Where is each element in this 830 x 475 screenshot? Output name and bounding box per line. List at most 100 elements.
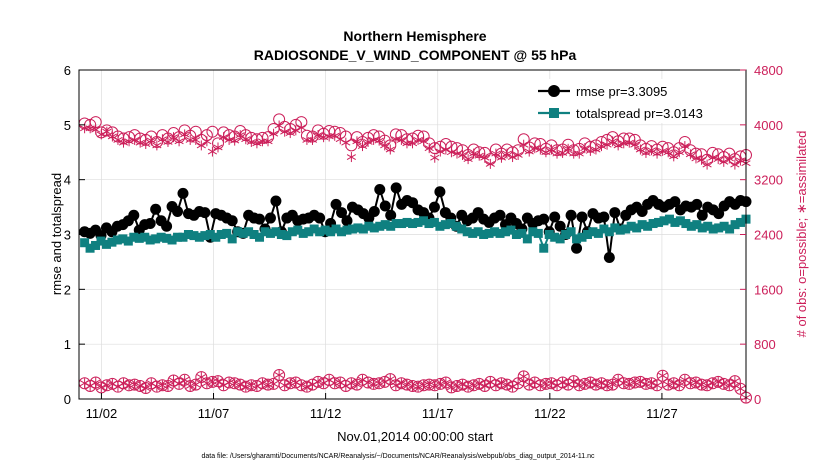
asterisk-stroke bbox=[196, 374, 206, 380]
obs-assimilated-point bbox=[152, 381, 162, 392]
obs-assimilated-point bbox=[546, 378, 557, 389]
x-tick-label: 11/02 bbox=[86, 406, 118, 421]
asterisk-stroke bbox=[491, 382, 501, 389]
asterisk-stroke bbox=[485, 378, 495, 385]
obs-assimilated-point bbox=[135, 137, 145, 148]
rmse-point bbox=[434, 186, 446, 198]
rmse-point bbox=[669, 196, 681, 208]
totalspread-point bbox=[162, 233, 172, 243]
obs-assimilated-point bbox=[452, 148, 462, 159]
rmse-point bbox=[571, 242, 583, 254]
totalspread-point bbox=[484, 228, 494, 238]
rmse-point bbox=[264, 212, 276, 224]
obs-assimilated-point bbox=[341, 380, 351, 391]
asterisk-stroke bbox=[91, 379, 101, 386]
asterisk-stroke bbox=[346, 380, 356, 387]
asterisk-stroke bbox=[613, 376, 623, 383]
asterisk-stroke bbox=[191, 381, 201, 388]
totalspread-point bbox=[129, 232, 139, 242]
totalspread-point bbox=[386, 221, 396, 231]
asterisk-stroke bbox=[530, 379, 540, 386]
asterisk-stroke bbox=[480, 154, 490, 161]
obs-assimilated-point bbox=[257, 378, 268, 389]
totalspread-point bbox=[227, 234, 237, 244]
obs-assimilated-point bbox=[174, 378, 184, 389]
rmse-point bbox=[538, 213, 550, 225]
asterisk-stroke bbox=[241, 383, 251, 390]
obs-assimilated-point bbox=[691, 153, 701, 164]
totalspread-point bbox=[479, 230, 489, 239]
totalspread-point bbox=[255, 232, 265, 242]
asterisk-stroke bbox=[585, 147, 595, 154]
asterisk-stroke bbox=[513, 380, 523, 387]
totalspread-point bbox=[446, 219, 456, 229]
asterisk-stroke bbox=[180, 131, 190, 138]
obs-assimilated-point bbox=[174, 136, 184, 147]
asterisk-stroke bbox=[296, 382, 306, 389]
asterisk-stroke bbox=[713, 156, 723, 163]
totalspread-point bbox=[495, 228, 505, 238]
asterisk-stroke bbox=[730, 378, 740, 385]
totalspread-point bbox=[315, 227, 325, 237]
asterisk-stroke bbox=[235, 132, 245, 139]
asterisk-stroke bbox=[596, 380, 607, 387]
obs-assimilated-point bbox=[713, 376, 723, 387]
x-tick-label: 11/12 bbox=[310, 406, 342, 421]
asterisk-stroke bbox=[330, 132, 340, 139]
rmse-point bbox=[161, 220, 173, 232]
asterisk-stroke bbox=[735, 157, 746, 164]
asterisk-stroke bbox=[235, 381, 245, 388]
obs-assimilated-point bbox=[446, 147, 457, 158]
obs-assimilated-point bbox=[619, 378, 629, 389]
obs-assimilated-point bbox=[163, 136, 173, 147]
obs-assimilated-point bbox=[558, 147, 568, 158]
totalspread-point bbox=[599, 224, 609, 234]
asterisk-stroke bbox=[452, 383, 462, 389]
asterisk-stroke bbox=[230, 380, 240, 387]
obs-assimilated-point bbox=[513, 378, 523, 389]
obs-assimilated-point bbox=[307, 134, 318, 145]
obs-assimilated-point bbox=[118, 137, 129, 148]
asterisk-stroke bbox=[352, 138, 362, 145]
asterisk-stroke bbox=[585, 379, 595, 386]
asterisk-stroke bbox=[118, 139, 129, 146]
obs-assimilated-point bbox=[463, 154, 473, 165]
asterisk-stroke bbox=[646, 147, 657, 154]
totalspread-point bbox=[686, 221, 696, 231]
rmse-point bbox=[713, 208, 725, 220]
totalspread-point bbox=[533, 228, 543, 238]
obs-assimilated-point bbox=[135, 380, 145, 391]
totalspread-point bbox=[91, 240, 101, 250]
obs-assimilated-point bbox=[280, 126, 290, 137]
obs-assimilated-point bbox=[413, 134, 423, 145]
asterisk-stroke bbox=[569, 378, 579, 385]
obs-assimilated-point bbox=[280, 380, 290, 391]
asterisk-stroke bbox=[396, 380, 406, 387]
asterisk-stroke bbox=[485, 160, 495, 167]
asterisk-stroke bbox=[257, 380, 268, 387]
asterisk-stroke bbox=[157, 136, 167, 143]
asterisk-stroke bbox=[363, 139, 373, 145]
totalspread-point bbox=[101, 239, 111, 249]
totalspread-point bbox=[528, 227, 538, 237]
obs-assimilated-point bbox=[474, 150, 484, 161]
asterisk-stroke bbox=[213, 144, 223, 151]
asterisk-stroke bbox=[268, 380, 279, 387]
asterisk-stroke bbox=[180, 376, 190, 383]
asterisk-stroke bbox=[735, 385, 746, 392]
asterisk-stroke bbox=[546, 380, 557, 387]
obs-assimilated-point bbox=[708, 378, 718, 389]
asterisk-stroke bbox=[519, 141, 529, 148]
asterisk-stroke bbox=[380, 142, 390, 149]
totalspread-point bbox=[369, 223, 379, 233]
chart-title: Northern Hemisphere bbox=[343, 28, 486, 44]
totalspread-point bbox=[85, 243, 95, 253]
asterisk-stroke bbox=[202, 380, 212, 387]
totalspread-point bbox=[522, 234, 532, 244]
y-right-tick-label: 4000 bbox=[754, 118, 783, 133]
y-left-tick-label: 3 bbox=[64, 228, 71, 243]
asterisk-stroke bbox=[502, 150, 512, 157]
y-axis-left-label: rmse and totalspread bbox=[49, 173, 64, 295]
asterisk-stroke bbox=[113, 136, 123, 143]
